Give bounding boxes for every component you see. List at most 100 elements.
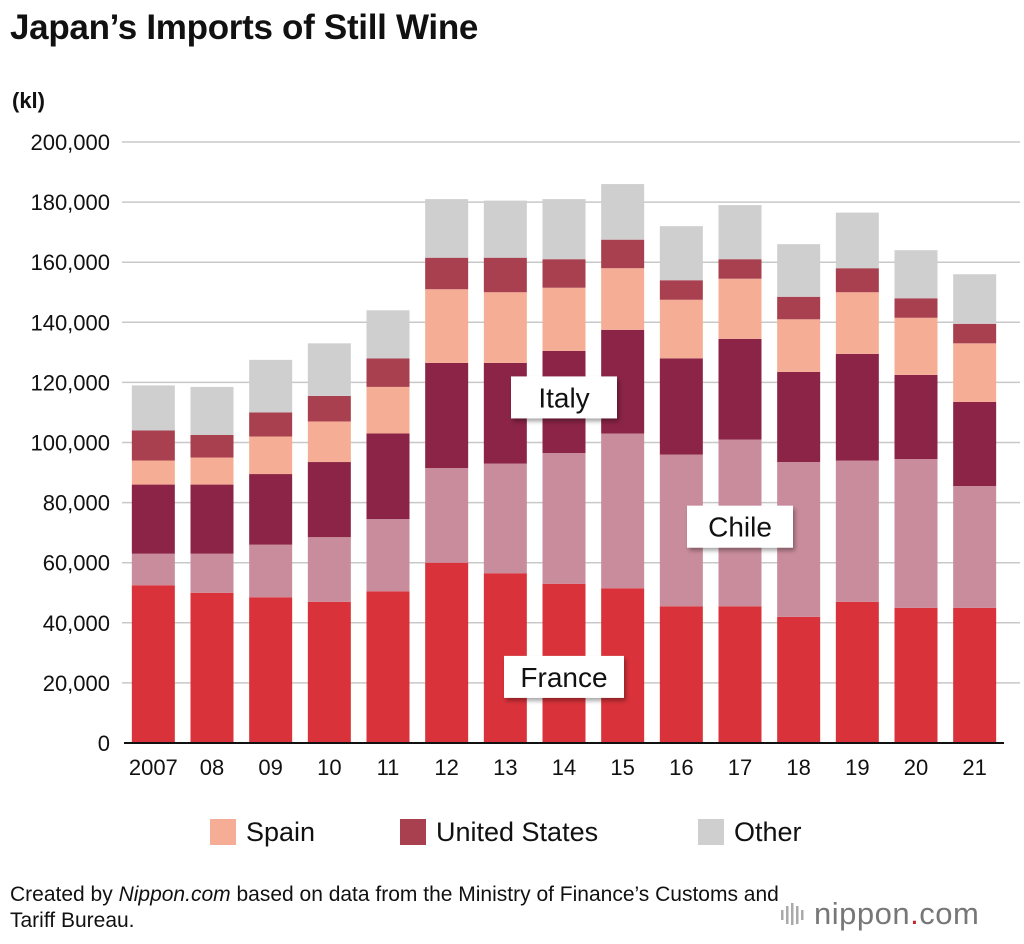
bar-segment-united-states (483, 257, 527, 293)
y-axis-unit-label: (kl) (12, 88, 45, 113)
x-tick-label: 18 (786, 755, 810, 780)
legend: Spain United States Other (0, 812, 1024, 852)
x-tick-label: 21 (962, 755, 986, 780)
bar-segment-other (777, 244, 821, 297)
bar-segment-chile (307, 537, 351, 602)
bar-segment-chile (483, 463, 527, 574)
bar-segment-united-states (190, 434, 234, 458)
bar-segment-france (659, 606, 703, 743)
legend-swatch-united-states (400, 819, 426, 845)
bar-segment-other (483, 200, 527, 258)
bar-segment-italy (953, 401, 997, 487)
annotation-box (504, 655, 624, 698)
source-note: Created by Nippon.com based on data from… (10, 882, 790, 934)
bar-segment-france (190, 592, 234, 743)
bar-segment-spain (659, 299, 703, 359)
chart-title: Japan’s Imports of Still Wine (10, 8, 479, 47)
bar-segment-other (542, 199, 586, 260)
bar-segment-france (307, 601, 351, 743)
legend-item-spain: Spain (210, 812, 315, 852)
bar-segment-italy (659, 358, 703, 455)
source-note-prefix: Created by (10, 883, 119, 906)
brand-bars-icon (781, 903, 804, 925)
annotation-box (687, 505, 793, 548)
bar-segment-other (307, 343, 351, 396)
bar-segment-united-states (542, 259, 586, 288)
annotation-box (511, 376, 617, 419)
bar-segment-chile (542, 453, 586, 584)
bar-segment-italy (777, 371, 821, 463)
y-tick-label: 60,000 (43, 551, 110, 576)
x-tick-label: 11 (377, 755, 400, 780)
bar-segment-spain (307, 421, 351, 463)
y-tick-label: 40,000 (43, 611, 110, 636)
legend-label-spain: Spain (246, 816, 316, 847)
y-tick-label: 140,000 (30, 310, 110, 335)
bar-segment-other (190, 386, 234, 435)
x-tick-label: 10 (317, 755, 341, 780)
bar-segment-spain (835, 292, 879, 354)
brand-dot: . (910, 896, 920, 931)
x-tick-label: 20 (904, 755, 928, 780)
bar-segment-france (835, 601, 879, 743)
bar-segment-france (718, 606, 762, 743)
bar-segment-chile (835, 460, 879, 602)
annotation-label: Italy (538, 382, 589, 413)
bar-segment-united-states (131, 430, 175, 461)
bar-segment-chile (953, 486, 997, 608)
annotation-label: Chile (708, 512, 772, 543)
bar-segment-united-states (366, 358, 410, 387)
bar-segment-united-states (835, 268, 879, 293)
bar-segment-italy (835, 353, 879, 461)
bar-segment-other (249, 359, 293, 413)
y-tick-label: 0 (98, 731, 110, 756)
bar-segment-united-states (307, 395, 351, 422)
bar-segment-other (131, 385, 175, 431)
bar-segment-italy (131, 484, 175, 554)
bar-segment-chile (249, 544, 293, 598)
bars (131, 184, 997, 743)
bar-segment-spain (366, 386, 410, 434)
bar-segment-chile (131, 553, 175, 586)
bar-segment-other (601, 184, 645, 240)
x-tick-label: 12 (434, 755, 458, 780)
bar-segment-france (894, 607, 938, 743)
bar-segment-chile (190, 553, 234, 593)
bar-segment-france (777, 616, 821, 743)
brand-name: nippon.com (814, 896, 979, 932)
bar-segment-france (425, 562, 469, 743)
bar-segment-spain (249, 436, 293, 475)
bar-segment-spain (131, 460, 175, 485)
x-tick-label: 15 (610, 755, 634, 780)
bar-segment-spain (894, 317, 938, 375)
bar-segment-united-states (659, 280, 703, 300)
x-tick-label: 17 (728, 755, 752, 780)
bar-segment-france (131, 585, 175, 743)
bar-segment-france (953, 607, 997, 743)
x-tick-label: 13 (493, 755, 517, 780)
y-tick-label: 120,000 (30, 370, 110, 395)
y-tick-label: 160,000 (30, 250, 110, 275)
brand-suffix: com (919, 896, 980, 931)
bar-segment-chile (425, 468, 469, 563)
bar-segment-france (366, 591, 410, 743)
bar-segment-chile (894, 459, 938, 608)
bar-segment-spain (953, 343, 997, 402)
bar-segment-spain (777, 319, 821, 372)
bar-segment-italy (425, 362, 469, 469)
source-note-publisher: Nippon.com (118, 883, 231, 906)
x-tick-label: 19 (845, 755, 869, 780)
bar-segment-chile (366, 519, 410, 592)
bar-segment-spain (542, 287, 586, 351)
brand-logo: nippon.com (780, 896, 979, 932)
bar-segment-spain (718, 278, 762, 339)
y-tick-label: 20,000 (43, 671, 110, 696)
y-tick-label: 80,000 (43, 491, 110, 516)
annotation-label: France (520, 662, 607, 693)
bar-segment-other (953, 274, 997, 324)
annotation-chile: Chile (687, 505, 793, 548)
x-tick-label: 09 (258, 755, 282, 780)
x-tick-label: 2007 (129, 755, 178, 780)
bar-segment-spain (483, 292, 527, 363)
x-tick-label: 08 (200, 755, 224, 780)
